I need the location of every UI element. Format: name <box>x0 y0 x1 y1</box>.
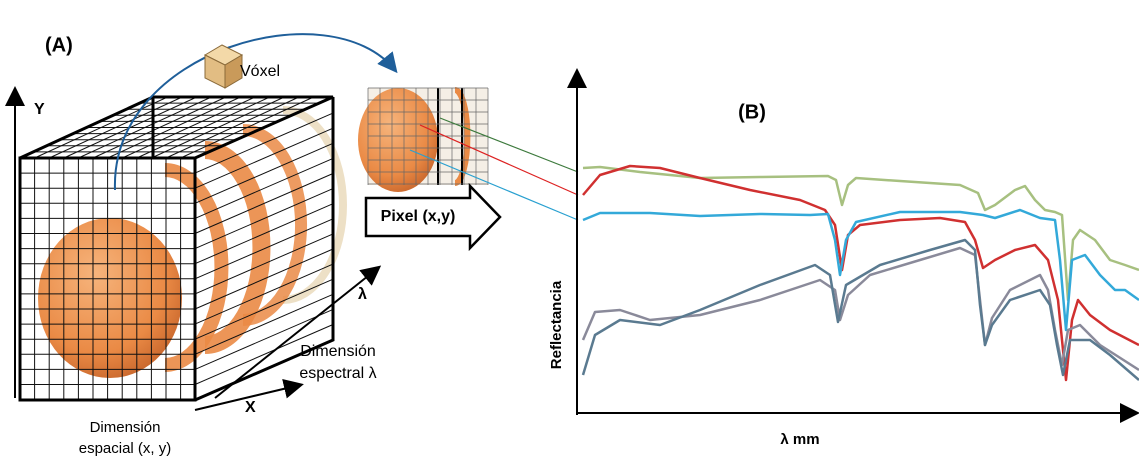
connector <box>419 124 579 196</box>
slices <box>164 106 347 372</box>
grid-line <box>194 218 334 280</box>
grid-line <box>136 96 271 159</box>
axis-y-label: Y <box>34 101 45 118</box>
y-axis-label: Reflectancia <box>548 280 565 369</box>
spectrum-red <box>582 164 1139 382</box>
hypercube <box>18 95 347 402</box>
grid-line <box>151 96 285 159</box>
grid-line <box>78 96 212 159</box>
voxel-arrow <box>113 33 398 191</box>
connector <box>439 117 579 173</box>
voxel-label: Vóxel <box>240 63 280 80</box>
spatial-label: espacial (x, y) <box>79 440 172 457</box>
spatial-label: Dimensión <box>90 419 161 436</box>
voxel-cube <box>203 44 244 89</box>
spectral-label: espectral λ <box>299 365 376 382</box>
grid-line <box>194 233 334 295</box>
spectral-label: Dimensión <box>300 343 376 360</box>
panel-a-label: (A) <box>45 34 73 56</box>
grid-line <box>92 96 227 159</box>
axis-lambda <box>214 265 382 399</box>
connector <box>409 149 579 221</box>
cube-edges <box>18 95 335 402</box>
grid-line <box>180 96 314 159</box>
grid-line <box>194 308 334 370</box>
spectrum-blue <box>582 208 1139 332</box>
grid-line <box>107 96 241 159</box>
cube-grid <box>19 96 334 401</box>
grid-line <box>63 96 198 159</box>
x-axis-label: λ mm <box>780 431 819 448</box>
grid-line <box>194 248 334 310</box>
pixel-label: Pixel (x,y) <box>381 208 456 225</box>
grid-line <box>34 96 168 159</box>
spectrum-green <box>582 165 1139 302</box>
grid-line <box>194 188 334 250</box>
egg <box>38 218 182 378</box>
spectrum-grey <box>581 246 1139 372</box>
pixel-arrow <box>364 182 502 252</box>
grid-line <box>194 173 334 234</box>
grid-line <box>194 112 334 174</box>
panel-b-label: (B) <box>738 101 766 123</box>
grid-line <box>194 293 334 355</box>
spectrum-slate <box>581 238 1139 381</box>
axis-x <box>194 378 304 411</box>
grid-line <box>194 278 334 340</box>
grid-line <box>194 157 334 219</box>
grid-line <box>165 96 300 159</box>
grid-line <box>194 142 334 204</box>
pixel-image <box>358 87 489 192</box>
axis-lambda-label: λ <box>358 286 367 303</box>
grid-line <box>194 203 334 265</box>
grid-line <box>194 324 334 385</box>
grid-line <box>48 96 183 159</box>
axis-x-label: X <box>245 399 256 416</box>
grid-line <box>194 263 334 325</box>
grid-line <box>194 127 334 189</box>
grid-line <box>121 96 256 159</box>
